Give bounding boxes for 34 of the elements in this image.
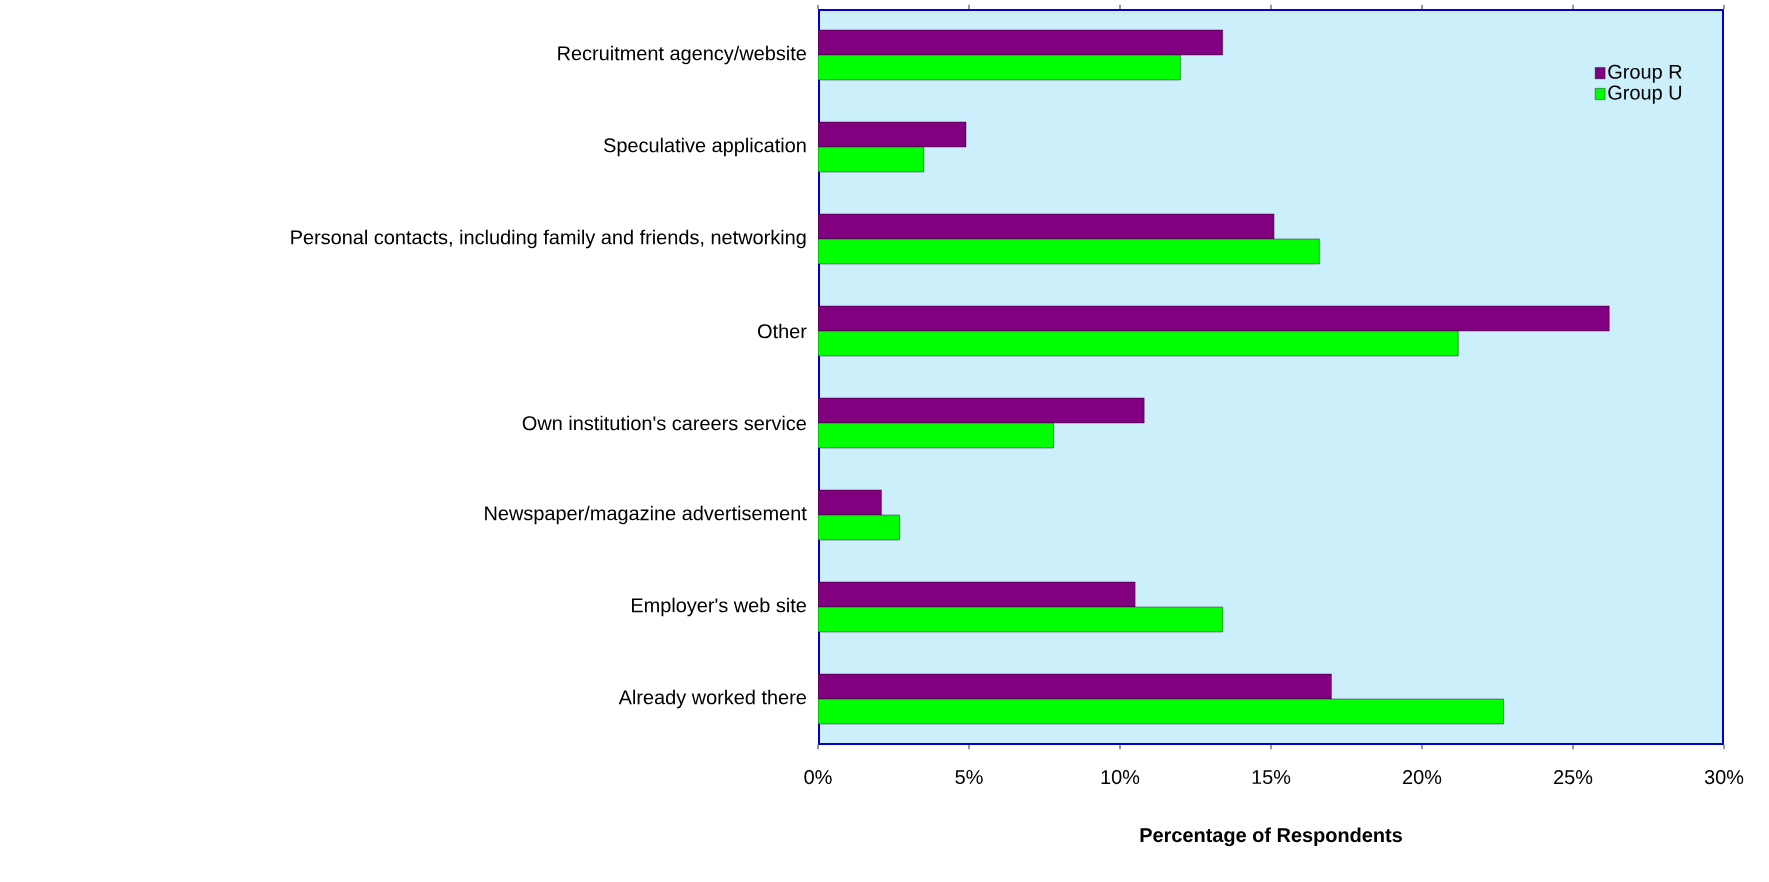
legend-label: Group R <box>1608 64 1682 83</box>
bar <box>818 305 1610 332</box>
x-tick-label: 5% <box>955 770 983 785</box>
bar <box>818 606 1223 633</box>
bar <box>818 489 882 516</box>
x-tick-label: 30% <box>1704 770 1744 785</box>
x-axis-title: Percentage of Respondents <box>1140 827 1402 847</box>
bar <box>818 121 967 148</box>
y-tick-label: Speculative application <box>604 137 806 157</box>
legend-label: Group U <box>1608 85 1682 104</box>
y-tick-label: Newspaper/magazine advertisement <box>485 505 807 525</box>
bar <box>818 581 1136 608</box>
bar <box>818 29 1223 56</box>
y-tick-label: Already worked there <box>618 689 806 709</box>
x-tick-label: 25% <box>1554 770 1593 785</box>
y-tick-label: Employer's web site <box>632 597 806 617</box>
x-tick-label: 20% <box>1403 770 1442 785</box>
y-tick-label: Own institution's careers service <box>522 415 806 431</box>
bar <box>818 330 1459 357</box>
bar <box>818 397 1145 424</box>
bar <box>818 238 1320 265</box>
x-tick-label: 0% <box>804 770 832 785</box>
bar <box>818 514 900 541</box>
bar <box>818 698 1504 725</box>
x-tick-label: 10% <box>1101 770 1140 785</box>
y-tick-label: Personal contacts, including family and friends, networking <box>291 229 806 249</box>
bar <box>818 146 924 173</box>
x-tick-label: 15% <box>1252 770 1291 785</box>
y-tick-label: Other <box>758 323 807 339</box>
bar <box>818 213 1275 240</box>
bar <box>818 54 1181 81</box>
y-tick-label: Recruitment agency/website <box>558 45 806 65</box>
bar <box>818 673 1332 700</box>
bar <box>818 422 1054 449</box>
